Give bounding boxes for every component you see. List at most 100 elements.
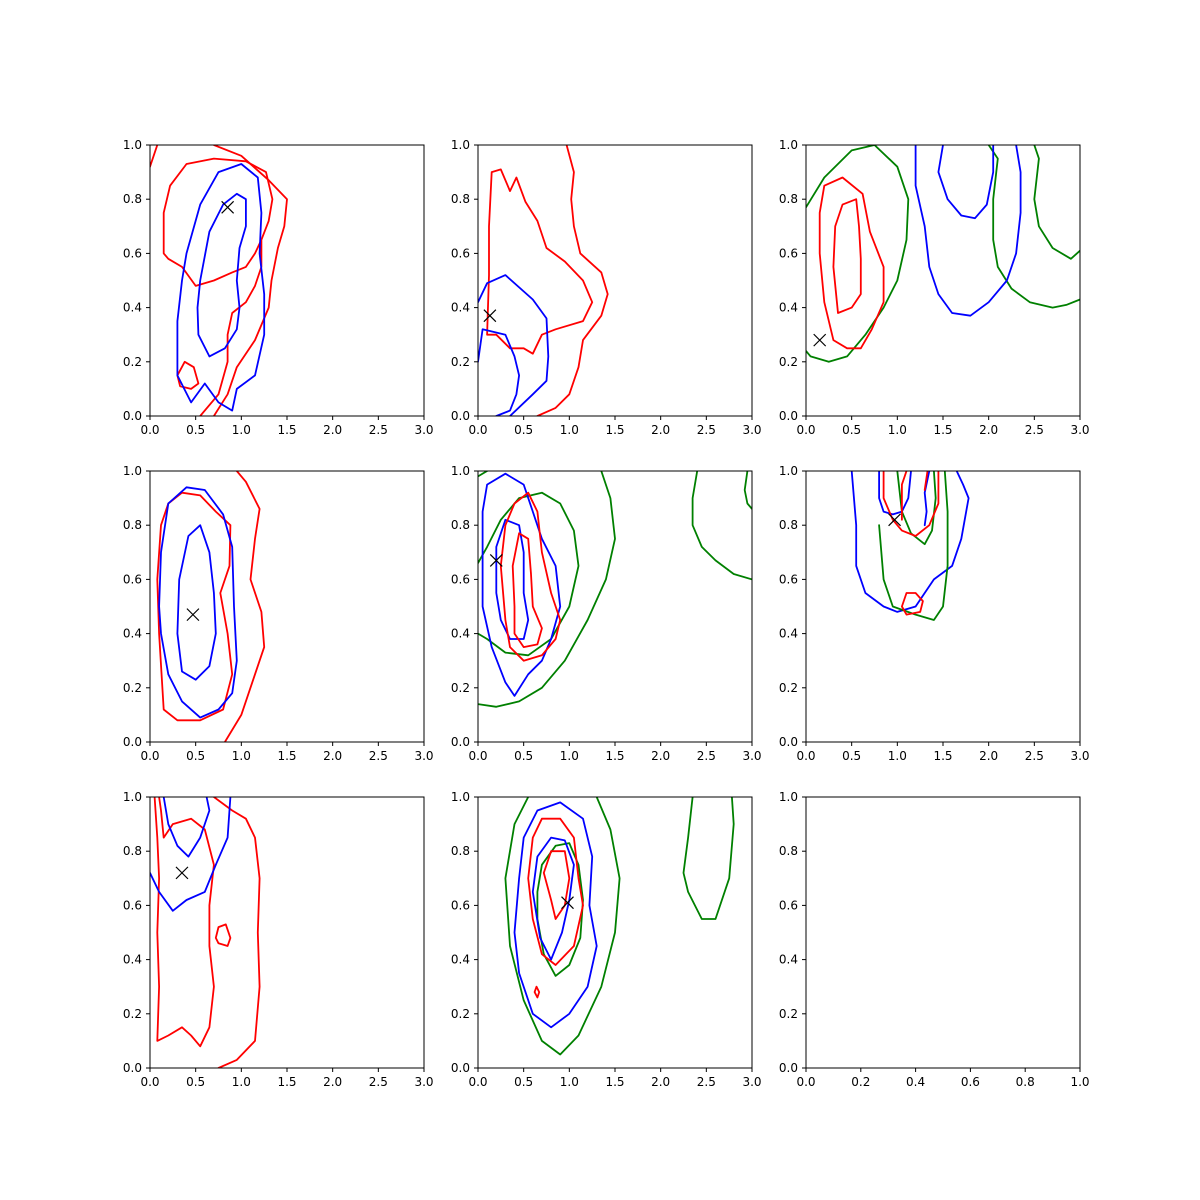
- contour-line-3: [162, 157, 274, 416]
- y-tick-label: 0.6: [779, 246, 798, 260]
- y-tick-label: 0.6: [451, 246, 470, 260]
- x-tick-label: 0.0: [468, 1075, 487, 1089]
- contour-line-7: [937, 145, 995, 220]
- contour-line-2: [536, 842, 584, 977]
- x-marker: [489, 554, 503, 567]
- y-tick-label: 0.4: [779, 627, 798, 641]
- x-tick-label: 1.0: [888, 749, 907, 763]
- x-tick-label: 1.5: [605, 1075, 624, 1089]
- x-tick-label: 3.0: [414, 1075, 433, 1089]
- axes-frame: [805, 796, 1081, 1069]
- y-tick-label: 0.0: [451, 409, 470, 423]
- contour-line-2: [156, 491, 234, 722]
- y-tick-label: 0.8: [779, 844, 798, 858]
- x-tick-label: 0.5: [186, 423, 205, 437]
- contour-line-5: [832, 198, 862, 314]
- x-tick-label: 1.5: [933, 423, 952, 437]
- x-tick-label: 2.5: [369, 749, 388, 763]
- y-tick-label: 0.8: [779, 192, 798, 206]
- contour-line-8: [499, 491, 562, 662]
- x-tick-label: 2.5: [1025, 423, 1044, 437]
- contour-line-9: [923, 471, 929, 491]
- y-tick-label: 0.4: [123, 301, 142, 315]
- x-tick-label: 1.0: [560, 1075, 579, 1089]
- x-tick-label: 0.0: [140, 749, 159, 763]
- subplot-7: 0.0 0.5 1.0 1.5 2.0 2.5 3.0 0.0 0.2 0.4 0.6 0.8 1.0: [123, 790, 434, 1089]
- y-tick-label: 0.2: [123, 1007, 142, 1021]
- y-tick-label: 0.2: [451, 355, 470, 369]
- y-tick-label: 0.2: [779, 1007, 798, 1021]
- contour-line-2: [478, 471, 616, 708]
- x-tick-label: 0.5: [514, 749, 533, 763]
- contour-line-3: [158, 486, 238, 719]
- contour-line-5: [743, 471, 752, 510]
- x-tick-label: 0.0: [796, 423, 815, 437]
- contour-group: [150, 145, 288, 416]
- x-marker: [888, 513, 902, 527]
- contour-line-6: [196, 192, 247, 358]
- subplot-3: 0.0 0.5 1.0 1.5 2.0 2.5 3.0 0.0 0.2 0.4 0.6 0.8 1.0: [779, 138, 1090, 437]
- subplot-5: 0.0 0.5 1.0 1.5 2.0 2.5 3.0 0.0 0.2 0.4 0.6 0.8 1.0: [451, 464, 762, 763]
- y-tick-label: 0.4: [779, 301, 798, 315]
- contour-line-3: [1033, 145, 1080, 260]
- x-tick-label: 0.8: [1016, 1075, 1035, 1089]
- contour-line-4: [818, 176, 885, 350]
- contour-group: [478, 145, 609, 416]
- y-tick-label: 1.0: [123, 464, 142, 478]
- contour-line-3: [923, 471, 931, 527]
- x-tick-label: 1.5: [277, 749, 296, 763]
- y-tick-label: 0.4: [123, 627, 142, 641]
- x-tick-label: 0.4: [906, 1075, 925, 1089]
- contour-line-6: [914, 145, 1022, 317]
- x-tick-label: 2.5: [1025, 749, 1044, 763]
- x-tick-label: 3.0: [414, 749, 433, 763]
- contour-line-8: [533, 985, 541, 999]
- y-tick-label: 0.6: [779, 898, 798, 912]
- y-tick-label: 0.6: [451, 898, 470, 912]
- contour-group: [478, 471, 752, 708]
- y-tick-label: 0.2: [779, 681, 798, 695]
- x-tick-label: 0.0: [796, 1075, 815, 1089]
- y-tick-label: 0.6: [123, 898, 142, 912]
- contour-line-5: [176, 163, 266, 412]
- y-tick-label: 0.8: [451, 518, 470, 532]
- y-tick-label: 0.2: [779, 355, 798, 369]
- x-tick-label: 0.5: [514, 423, 533, 437]
- x-tick-label: 2.5: [697, 1075, 716, 1089]
- y-tick-label: 0.8: [451, 844, 470, 858]
- contour-line-6: [882, 471, 940, 537]
- x-tick-label: 1.5: [605, 423, 624, 437]
- contour-line-1: [806, 145, 910, 363]
- x-marker: [483, 309, 497, 323]
- subplot-8: 0.0 0.5 1.0 1.5 2.0 2.5 3.0 0.0 0.2 0.4 0.6 0.8 1.0: [451, 790, 762, 1089]
- x-tick-label: 3.0: [1070, 749, 1089, 763]
- x-tick-label: 1.0: [232, 423, 251, 437]
- contour-group: [150, 797, 261, 1068]
- contour-line-2: [987, 145, 1080, 309]
- x-tick-label: 2.5: [369, 423, 388, 437]
- x-tick-label: 1.5: [933, 749, 952, 763]
- x-tick-label: 0.0: [140, 1075, 159, 1089]
- contour-line-3: [478, 274, 550, 416]
- contour-line-2: [153, 797, 215, 1048]
- axes-frame: [149, 796, 425, 1069]
- x-marker: [561, 896, 574, 910]
- x-marker: [175, 866, 189, 880]
- y-tick-label: 1.0: [451, 790, 470, 804]
- x-tick-label: 1.0: [1070, 1075, 1089, 1089]
- subplot-9: 0.0 0.2 0.4 0.6 0.8 1.0 0.0 0.2 0.4 0.6 0.8 1.0: [779, 790, 1090, 1089]
- y-tick-label: 0.0: [779, 735, 798, 749]
- contour-line-3: [214, 923, 232, 947]
- y-tick-label: 0.4: [123, 953, 142, 967]
- x-tick-label: 1.0: [232, 749, 251, 763]
- y-tick-label: 0.2: [123, 681, 142, 695]
- y-tick-label: 1.0: [123, 790, 142, 804]
- x-marker: [221, 200, 235, 214]
- contour-line-4: [691, 471, 752, 581]
- y-tick-label: 0.0: [123, 1061, 142, 1075]
- x-tick-label: 1.5: [277, 423, 296, 437]
- contour-line-8: [901, 471, 908, 521]
- contour-line-5: [162, 797, 211, 858]
- x-tick-label: 0.5: [842, 749, 861, 763]
